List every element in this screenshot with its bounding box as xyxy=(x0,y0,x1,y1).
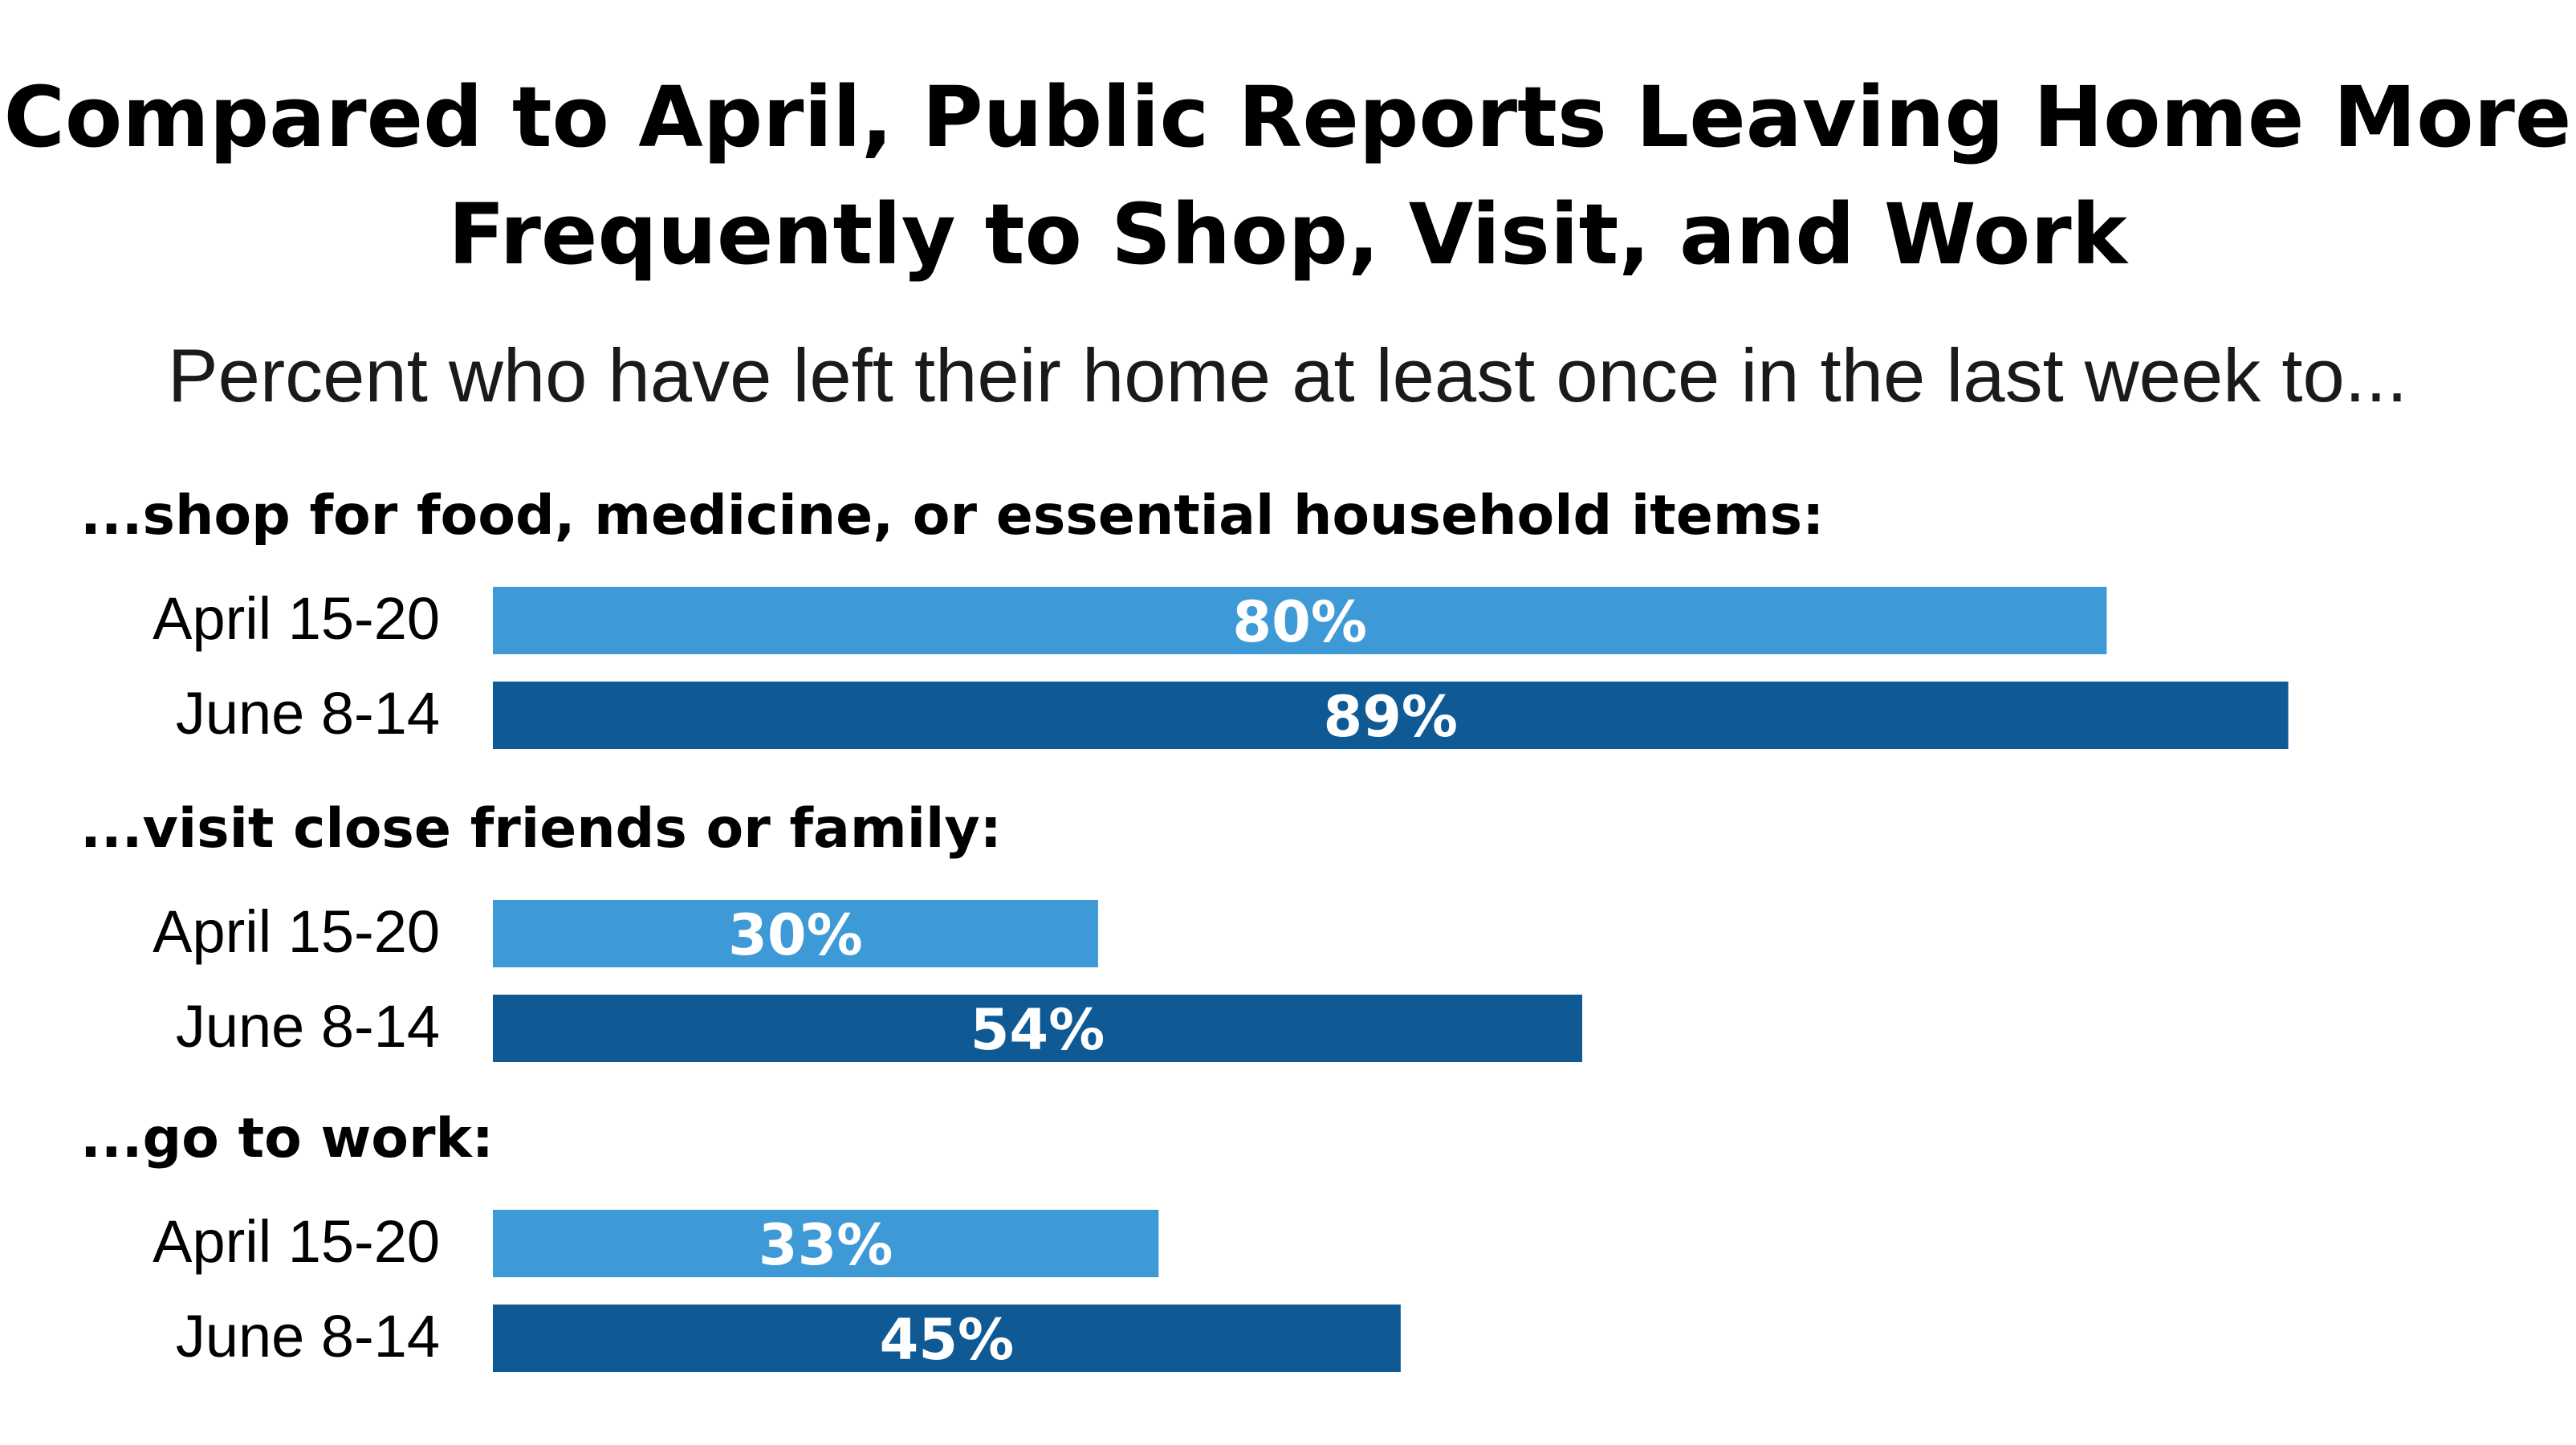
bar-3-1 xyxy=(493,1210,1159,1277)
row-label: April 15-20 xyxy=(153,1208,440,1275)
plot-area: ...shop for food, medicine, or essential… xyxy=(80,484,2289,1373)
row-label: April 15-20 xyxy=(153,585,440,652)
chart-title-line-2: Frequently to Shop, Visit, and Work xyxy=(448,185,2129,283)
row-label: April 15-20 xyxy=(153,898,440,965)
group-label-2: ...visit close friends or family: xyxy=(80,797,1002,861)
bar-2-2 xyxy=(493,995,1583,1062)
bar-value-label: 89% xyxy=(1324,684,1459,750)
bar-3-2 xyxy=(493,1305,1401,1372)
bar-1-2 xyxy=(493,682,2289,749)
bar-value-label: 54% xyxy=(971,997,1105,1063)
bar-value-label: 30% xyxy=(728,902,863,968)
chart-title-line-1: Compared to April, Public Reports Leavin… xyxy=(4,68,2572,166)
group-label-3: ...go to work: xyxy=(80,1107,494,1170)
row-label: June 8-14 xyxy=(176,1303,440,1370)
bar-value-label: 45% xyxy=(880,1307,1015,1373)
bar-1-1 xyxy=(493,587,2107,654)
chart-subtitle: Percent who have left their home at leas… xyxy=(168,333,2407,417)
group-label-1: ...shop for food, medicine, or essential… xyxy=(80,484,1824,547)
bar-2-1 xyxy=(493,900,1098,967)
row-label: June 8-14 xyxy=(176,993,440,1060)
bar-value-label: 80% xyxy=(1232,589,1367,655)
bar-value-label: 33% xyxy=(759,1212,893,1278)
row-label: June 8-14 xyxy=(176,680,440,747)
